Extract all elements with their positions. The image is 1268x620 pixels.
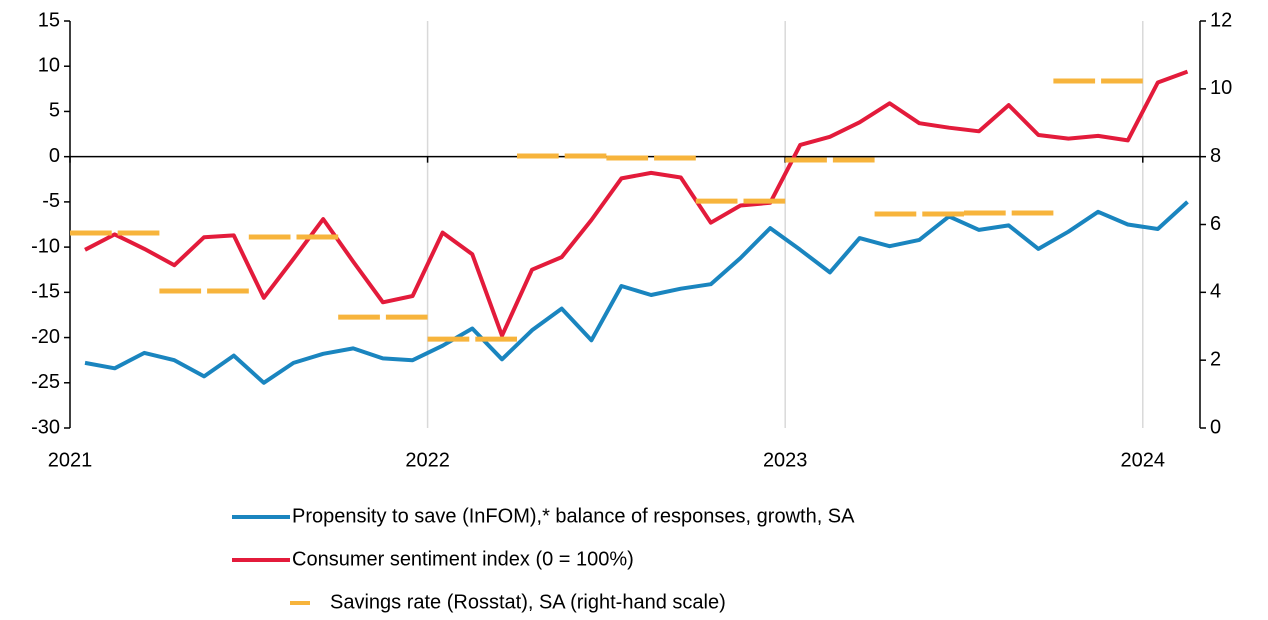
series-line — [84, 69, 1189, 338]
y-tick-label: -10 — [31, 235, 60, 257]
y-tick-label: 15 — [38, 9, 60, 31]
x-tick-label: 2023 — [763, 449, 808, 471]
legend-label: Consumer sentiment index (0 = 100%) — [292, 548, 634, 570]
legend-label: Savings rate (Rosstat), SA (right-hand s… — [330, 591, 726, 613]
x-tick-label: 2024 — [1121, 449, 1166, 471]
legend-label: Propensity to save (InFOM),* balance of … — [292, 505, 855, 527]
y2-tick-label: 8 — [1210, 145, 1221, 167]
y2-tick-label: 10 — [1210, 77, 1232, 99]
y2-tick-label: 6 — [1210, 213, 1221, 235]
y-tick-label: 5 — [49, 100, 60, 122]
y-tick-label: -25 — [31, 371, 60, 393]
x-tick-label: 2021 — [48, 449, 93, 471]
y2-tick-label: 0 — [1210, 416, 1221, 438]
y-tick-label: -15 — [31, 281, 60, 303]
y-tick-label: -5 — [42, 190, 60, 212]
y2-tick-label: 12 — [1210, 9, 1232, 31]
y-tick-label: 0 — [49, 145, 60, 167]
y-tick-label: 10 — [38, 55, 60, 77]
y2-tick-label: 2 — [1210, 348, 1221, 370]
y2-tick-label: 4 — [1210, 281, 1221, 303]
y-tick-label: -30 — [31, 416, 60, 438]
x-tick-label: 2022 — [405, 449, 450, 471]
series-line — [84, 200, 1189, 385]
y-tick-label: -20 — [31, 326, 60, 348]
